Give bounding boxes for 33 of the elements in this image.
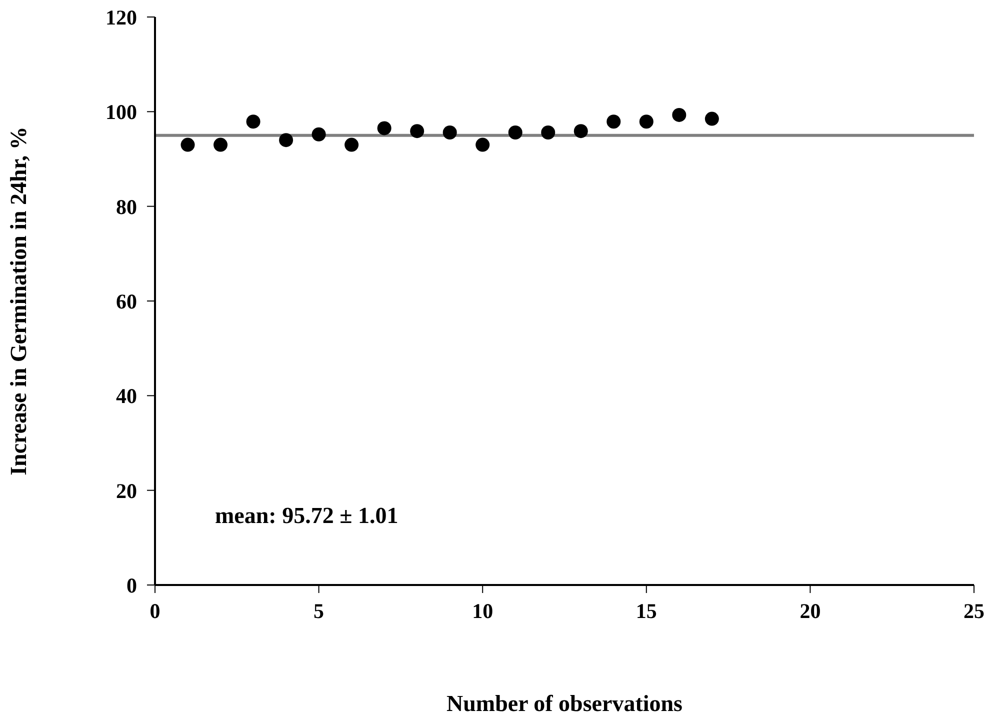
- x-tick-label: 20: [800, 598, 821, 623]
- point: [442, 125, 457, 140]
- y-tick-label: 0: [126, 573, 137, 598]
- x-tick-label: 0: [150, 598, 160, 623]
- point: [279, 133, 294, 148]
- x-tick-label: 5: [314, 598, 324, 623]
- y-tick-label: 20: [116, 478, 137, 503]
- point: [508, 125, 522, 140]
- y-tick-label: 40: [116, 384, 137, 408]
- x-tick-label: 25: [964, 598, 984, 623]
- point: [639, 114, 654, 129]
- point: [246, 114, 260, 129]
- y-tick-label: 60: [116, 289, 137, 314]
- y-tick-label: 80: [116, 194, 137, 219]
- point: [344, 138, 359, 152]
- y-tick-label: 120: [106, 5, 137, 30]
- point: [704, 112, 719, 126]
- point: [410, 124, 424, 138]
- point: [672, 108, 686, 122]
- x-tick-label: 15: [636, 598, 657, 623]
- point: [312, 127, 326, 142]
- annotation: mean: 95.72 ± 1.01: [215, 503, 398, 529]
- y-axis-title: Increase in Germination in 24hr, %: [6, 126, 32, 476]
- x-axis-title: Number of observations: [446, 691, 683, 715]
- point: [377, 121, 392, 136]
- point: [606, 114, 621, 129]
- point: [574, 124, 588, 138]
- x-tick-label: 10: [472, 598, 494, 623]
- point: [476, 138, 490, 152]
- y-tick-label: 100: [106, 100, 137, 124]
- point: [541, 125, 556, 140]
- point: [180, 138, 195, 152]
- point: [214, 138, 228, 152]
